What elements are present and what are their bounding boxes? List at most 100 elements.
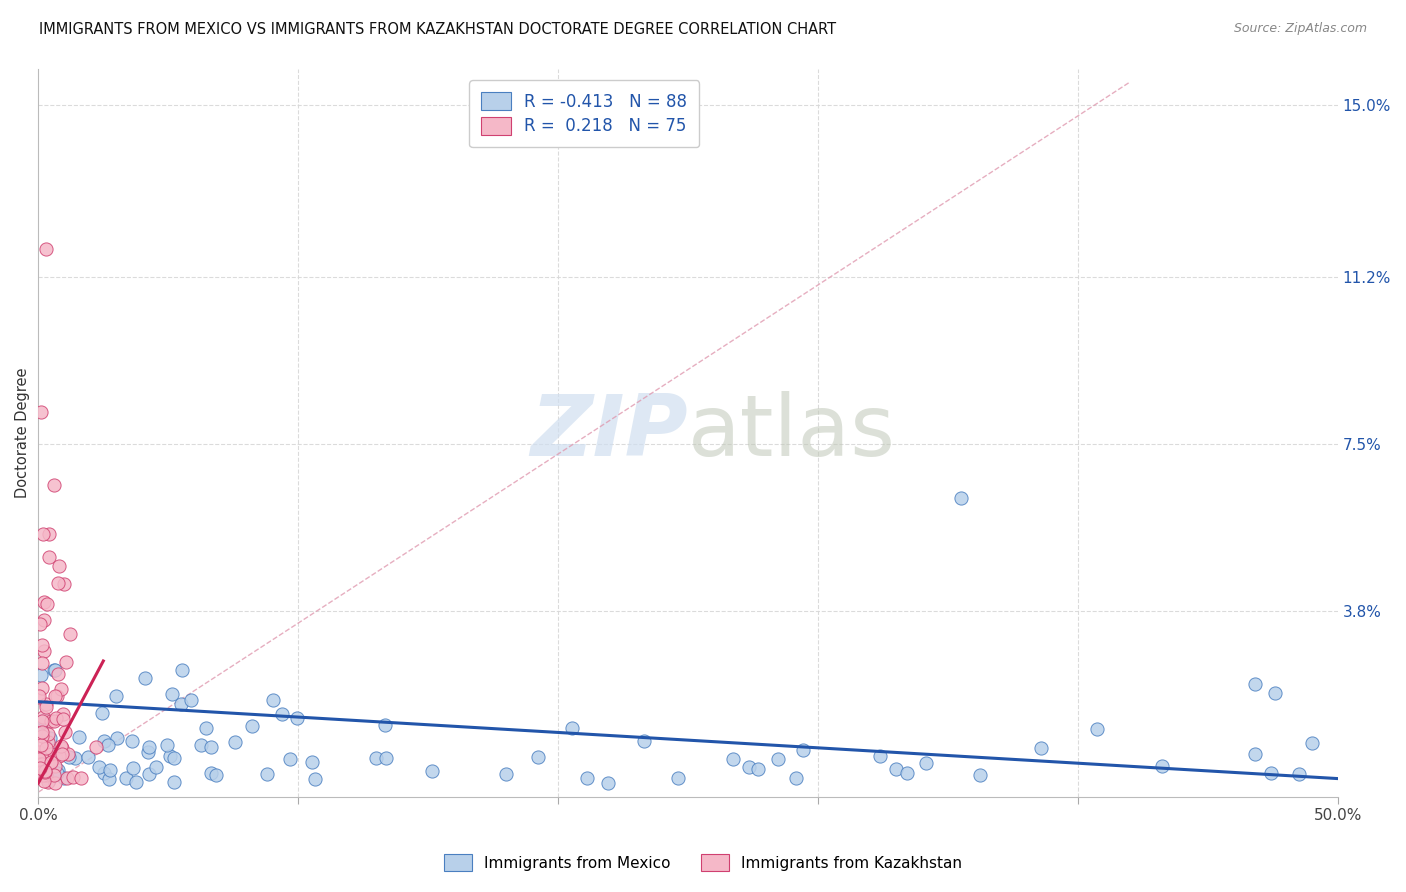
Point xyxy=(121,734,143,748)
Point xyxy=(44,689,66,703)
Point xyxy=(27,690,49,704)
Point xyxy=(896,766,918,780)
Point xyxy=(44,663,66,677)
Point xyxy=(1152,759,1174,773)
Legend: Immigrants from Mexico, Immigrants from Kazakhstan: Immigrants from Mexico, Immigrants from … xyxy=(439,848,967,877)
Point xyxy=(93,765,115,780)
Point xyxy=(576,771,599,785)
Point xyxy=(55,655,77,669)
Point xyxy=(666,771,689,785)
Point xyxy=(32,613,55,627)
Point xyxy=(87,759,110,773)
Point xyxy=(39,756,62,770)
Text: IMMIGRANTS FROM MEXICO VS IMMIGRANTS FROM KAZAKHSTAN DOCTORATE DEGREE CORRELATIO: IMMIGRANTS FROM MEXICO VS IMMIGRANTS FRO… xyxy=(39,22,837,37)
Point xyxy=(44,776,66,790)
Point xyxy=(278,752,301,766)
Point xyxy=(1260,766,1282,780)
Point xyxy=(28,752,51,766)
Point xyxy=(37,735,59,749)
Point xyxy=(76,750,98,764)
Point xyxy=(39,747,62,762)
Point xyxy=(1243,676,1265,690)
Point xyxy=(204,768,226,782)
Point xyxy=(785,771,807,785)
Point xyxy=(200,766,222,780)
Point xyxy=(97,772,120,786)
Point xyxy=(39,731,62,745)
Point xyxy=(374,718,396,732)
Point xyxy=(37,727,59,741)
Point xyxy=(30,723,52,738)
Point xyxy=(34,764,56,778)
Point xyxy=(138,739,160,754)
Point xyxy=(30,760,52,774)
Y-axis label: Doctorate Degree: Doctorate Degree xyxy=(15,368,30,498)
Point xyxy=(70,771,93,785)
Point xyxy=(374,751,396,765)
Point xyxy=(138,767,160,781)
Point xyxy=(32,595,55,609)
Point xyxy=(38,772,60,787)
Point xyxy=(224,734,246,748)
Point xyxy=(114,771,136,785)
Point xyxy=(46,765,69,780)
Point xyxy=(34,768,56,782)
Point xyxy=(633,734,655,748)
Point xyxy=(37,755,59,769)
Point xyxy=(30,405,52,419)
Point xyxy=(270,706,292,721)
Point xyxy=(93,734,115,748)
Point xyxy=(256,766,278,780)
Point xyxy=(240,719,263,733)
Point xyxy=(100,764,122,778)
Point xyxy=(163,751,186,765)
Point xyxy=(52,712,75,726)
Point xyxy=(301,755,323,769)
Point xyxy=(134,671,156,685)
Point xyxy=(886,762,908,776)
Point xyxy=(48,559,70,574)
Point xyxy=(46,763,69,777)
Point xyxy=(200,740,222,755)
Point xyxy=(37,750,59,764)
Point xyxy=(53,577,76,591)
Point xyxy=(35,697,58,711)
Point xyxy=(190,738,212,752)
Text: Source: ZipAtlas.com: Source: ZipAtlas.com xyxy=(1233,22,1367,36)
Point xyxy=(1288,767,1310,781)
Point xyxy=(32,713,55,727)
Point xyxy=(44,759,66,773)
Point xyxy=(53,771,76,785)
Point xyxy=(46,575,69,590)
Point xyxy=(84,739,107,754)
Point xyxy=(170,697,193,711)
Point xyxy=(38,549,60,564)
Point xyxy=(561,721,583,735)
Point xyxy=(914,756,936,770)
Point xyxy=(949,491,972,505)
Point xyxy=(31,527,53,541)
Point xyxy=(304,772,326,786)
Point xyxy=(285,711,308,725)
Point xyxy=(63,750,86,764)
Point xyxy=(1085,722,1108,736)
Point xyxy=(38,527,60,541)
Point xyxy=(30,757,52,772)
Point xyxy=(32,644,55,658)
Point xyxy=(495,767,517,781)
Point xyxy=(31,638,53,652)
Point xyxy=(125,775,148,789)
Text: atlas: atlas xyxy=(688,391,896,474)
Point xyxy=(526,750,548,764)
Point xyxy=(42,477,65,491)
Point xyxy=(28,690,51,704)
Point xyxy=(145,760,167,774)
Point xyxy=(30,738,52,752)
Point xyxy=(105,689,128,703)
Point xyxy=(747,762,769,776)
Point xyxy=(30,617,52,632)
Point xyxy=(42,714,65,728)
Point xyxy=(49,681,72,696)
Point xyxy=(91,706,114,720)
Point xyxy=(1029,741,1052,756)
